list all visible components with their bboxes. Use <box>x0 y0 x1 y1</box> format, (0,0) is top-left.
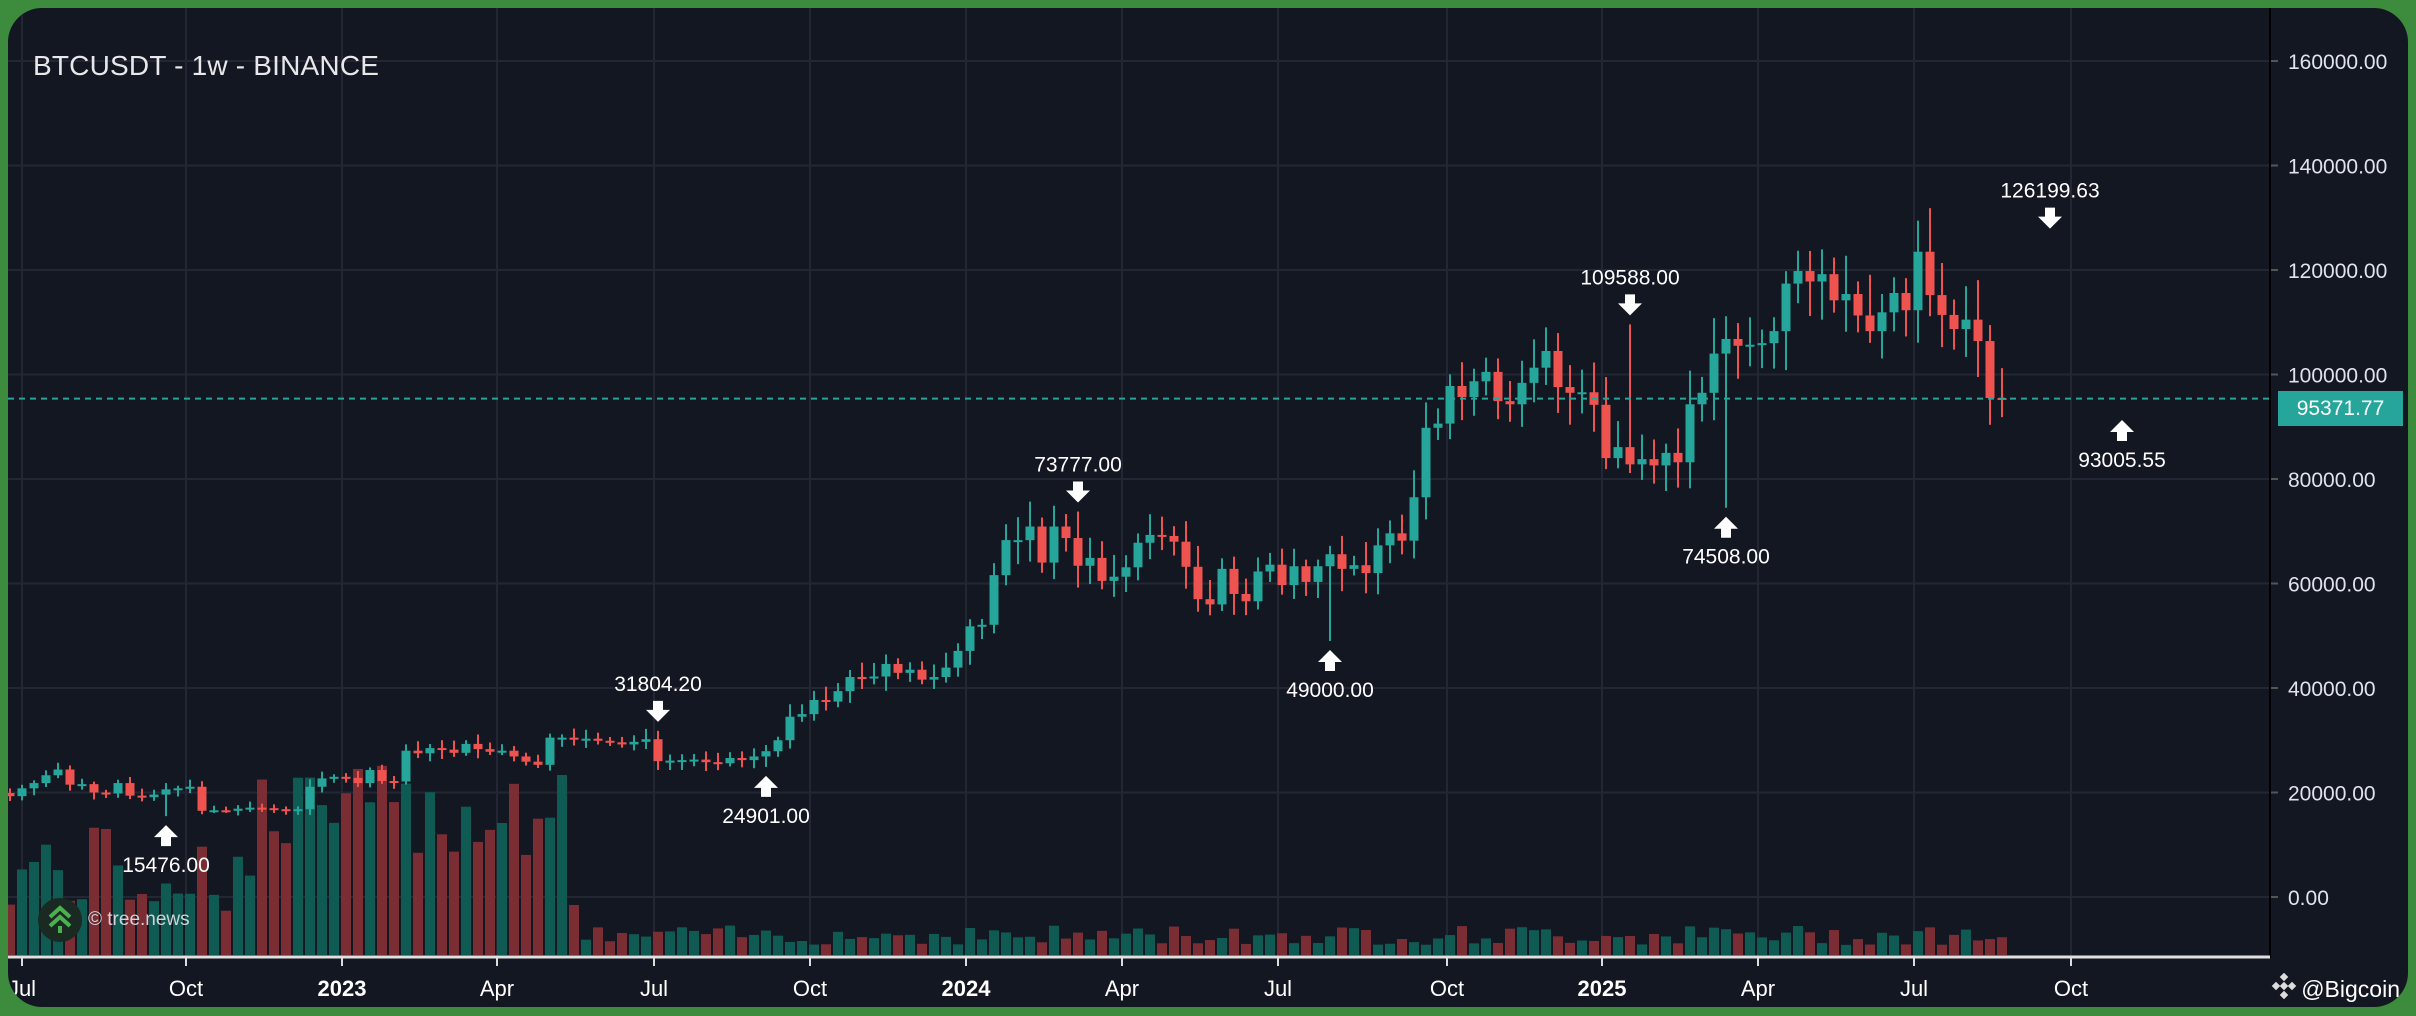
svg-text:24901.00: 24901.00 <box>722 805 810 828</box>
svg-text:109588.00: 109588.00 <box>1580 266 1679 289</box>
binance-logo-icon <box>2271 972 2297 1005</box>
y-axis-tick: 20000.00 <box>2288 783 2376 806</box>
svg-text:31804.20: 31804.20 <box>614 673 702 696</box>
svg-text:93005.55: 93005.55 <box>2078 449 2166 472</box>
price-annotation: 109588.00 <box>1580 266 1680 316</box>
price-annotation: 73777.00 <box>1034 454 1122 503</box>
y-axis-tick: 60000.00 <box>2288 574 2376 597</box>
x-axis-tick: Jul <box>640 976 668 1001</box>
x-axis-tick: Apr <box>1105 976 1139 1001</box>
chart-title: BTCUSDT - 1w - BINANCE <box>33 50 380 81</box>
price-annotation: 126199.63 <box>2000 180 2100 229</box>
x-axis-tick: Jul <box>1264 976 1292 1001</box>
x-axis-tick: 2024 <box>942 976 992 1001</box>
y-axis-tick: 160000.00 <box>2288 51 2387 74</box>
current-price-label: 95371.77 <box>2278 391 2403 426</box>
brand-credit: @Bigcoin <box>2271 972 2400 1005</box>
svg-text:74508.00: 74508.00 <box>1682 546 1770 569</box>
x-axis-tick: Apr <box>480 976 514 1001</box>
price-annotation: 24901.00 <box>722 775 810 828</box>
svg-text:15476.00: 15476.00 <box>122 854 210 877</box>
y-axis-tick: 140000.00 <box>2288 156 2387 179</box>
x-axis-tick: Oct <box>1430 976 1464 1001</box>
brand-text: @Bigcoin <box>2301 975 2400 1002</box>
y-axis-tick: 100000.00 <box>2288 365 2387 388</box>
x-axis-tick: 2023 <box>318 976 367 1001</box>
price-annotation: 49000.00 <box>1286 649 1374 702</box>
svg-text:126199.63: 126199.63 <box>2000 180 2099 203</box>
x-axis-tick: 2025 <box>1578 976 1627 1001</box>
watermark: © tree.news <box>38 898 190 942</box>
x-axis-tick: Oct <box>793 976 827 1001</box>
tree-logo-icon <box>38 898 82 942</box>
x-axis-tick: Jul <box>1900 976 1928 1001</box>
svg-text:49000.00: 49000.00 <box>1286 679 1374 702</box>
x-axis-tick: Apr <box>1741 976 1775 1001</box>
price-annotation: 74508.00 <box>1682 516 1770 569</box>
y-axis-tick: 40000.00 <box>2288 678 2376 701</box>
y-axis-tick: 120000.00 <box>2288 260 2387 283</box>
price-annotation: 93005.55 <box>2078 420 2166 472</box>
price-annotation: 15476.00 <box>122 825 210 877</box>
y-axis-tick: 80000.00 <box>2288 469 2376 492</box>
watermark-text: © tree.news <box>88 909 190 930</box>
x-axis-tick: Jul <box>8 976 36 1001</box>
svg-text:73777.00: 73777.00 <box>1034 454 1122 477</box>
chart-frame: 160000.00 140000.00 120000.00 100000.00 8000… <box>8 8 2408 1007</box>
price-annotation: 31804.20 <box>614 673 702 722</box>
x-axis-tick: Oct <box>169 976 203 1001</box>
y-axis-tick: 0.00 <box>2288 887 2329 910</box>
x-axis-tick: Oct <box>2054 976 2088 1001</box>
candlestick-chart[interactable]: 160000.00 140000.00 120000.00 100000.00 8000… <box>8 8 2408 1007</box>
